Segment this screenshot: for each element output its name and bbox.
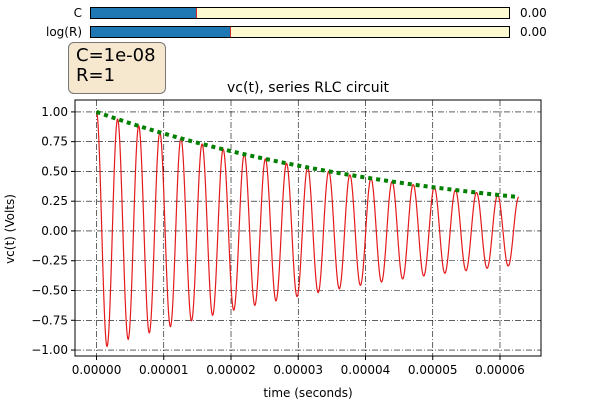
grid-lines [75, 100, 541, 356]
y-tick-label: 0.50 [41, 164, 68, 178]
slider-logr-fill [91, 27, 231, 37]
y-tick-label: −0.50 [31, 284, 68, 298]
slider-c-value: 0.00 [520, 6, 547, 20]
slider-logr-value: 0.00 [520, 25, 547, 39]
slider-logr-handle[interactable] [230, 27, 232, 37]
y-tick-label: −0.75 [31, 313, 68, 327]
y-tick-label: −1.00 [31, 343, 68, 357]
y-tick-label: 0.25 [41, 194, 68, 208]
x-axis-label: time (seconds) [263, 386, 352, 400]
x-tick-label: 0.00003 [273, 363, 323, 377]
parameter-info-box: C=1e-08 R=1 [68, 42, 166, 94]
slider-logr-label: log(R) [46, 25, 82, 39]
slider-c-label: C [73, 6, 82, 20]
slider-logr[interactable]: log(R) 0.00 [0, 25, 600, 40]
y-tick-label: 0.75 [41, 135, 68, 149]
axis-ticks: 0.00000 0.00001 0.00002 0.00003 0.00004 0.000… [31, 105, 525, 377]
y-axis-label: vc(t) (Volts) [3, 194, 17, 264]
chart-title: vc(t), series RLC circuit [227, 80, 389, 96]
plot-series [95, 110, 520, 348]
voltage-line [95, 111, 519, 348]
y-tick-label: 0.00 [41, 224, 68, 238]
x-tick-label: 0.00006 [475, 363, 525, 377]
y-tick-label: 1.00 [41, 105, 68, 119]
x-tick-label: 0.00004 [341, 363, 391, 377]
info-box-resistance: R=1 [76, 65, 116, 86]
envelope-line [95, 110, 520, 200]
slider-c-track[interactable] [90, 7, 510, 19]
slider-c-fill [91, 8, 196, 18]
plot-frame [74, 99, 542, 357]
x-tick-label: 0.00000 [72, 363, 122, 377]
x-tick-label: 0.00005 [408, 363, 458, 377]
slider-c[interactable]: C 0.00 [0, 6, 600, 21]
x-tick-label: 0.00002 [206, 363, 256, 377]
slider-c-handle[interactable] [195, 8, 197, 18]
x-tick-label: 0.00001 [139, 363, 189, 377]
slider-logr-track[interactable] [90, 26, 510, 38]
info-box-capacitance: C=1e-08 [76, 45, 156, 66]
y-tick-label: −0.25 [31, 254, 68, 268]
